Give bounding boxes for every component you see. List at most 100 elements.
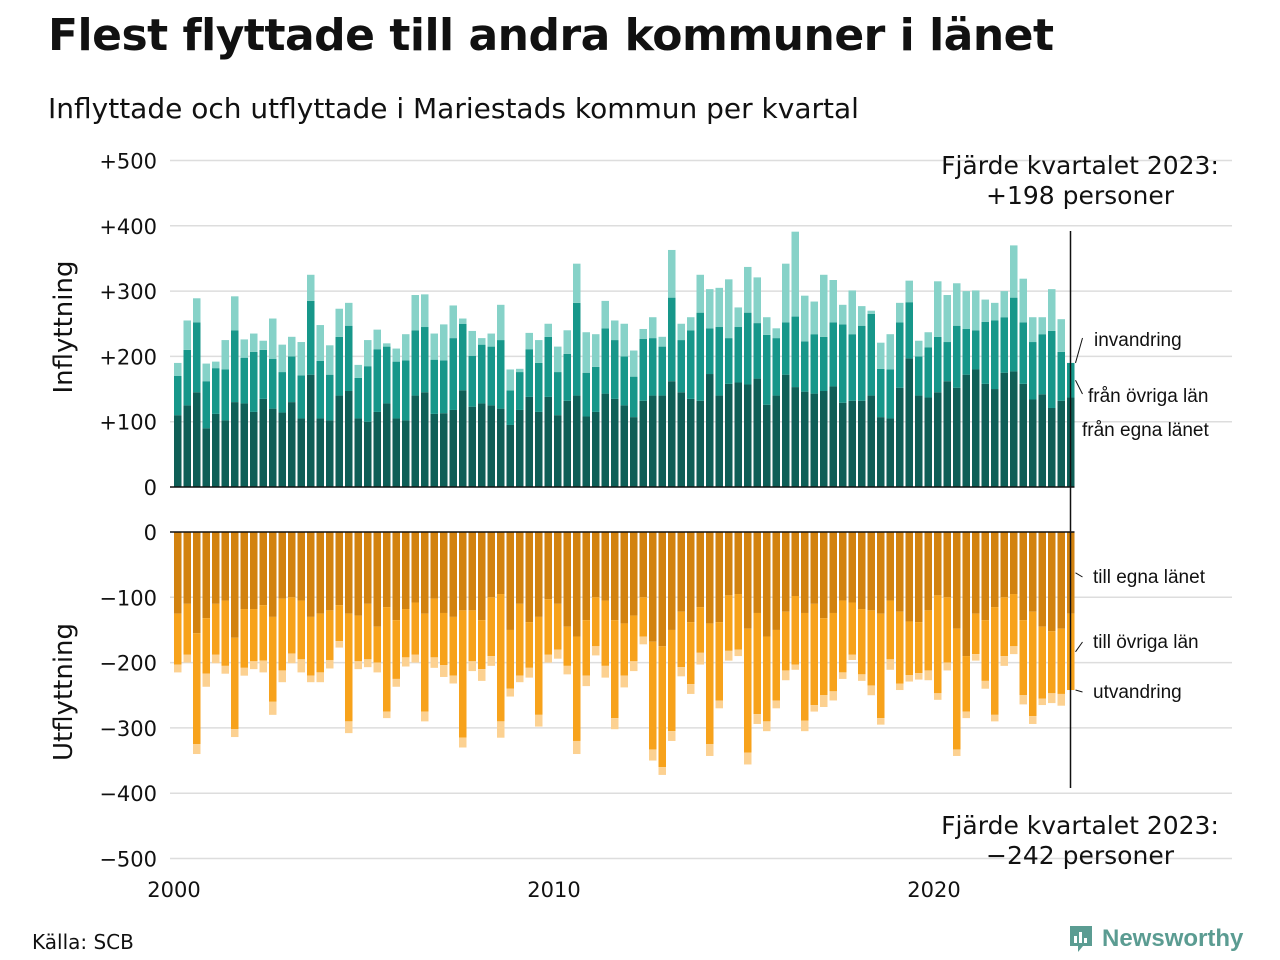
inflow-bar (782, 322, 790, 375)
outflow-bar (1057, 693, 1065, 706)
outflow-bar (791, 664, 799, 670)
inflow-bar (554, 415, 562, 487)
outflow-bar (1000, 532, 1008, 598)
outflow-bar (848, 532, 856, 603)
outflow-bar (430, 657, 438, 668)
inflow-bar (440, 324, 448, 361)
inflow-bar (592, 366, 600, 412)
inflow-bar (345, 391, 353, 487)
outflow-bar (820, 695, 828, 708)
outflow-bar (687, 622, 695, 685)
inflow-bar (1019, 383, 1027, 487)
y-tick-label: +300 (99, 280, 157, 304)
outflow-bar (354, 661, 362, 670)
inflow-bar (639, 338, 647, 401)
y-tick-label: −200 (99, 652, 157, 676)
outflow-bar (554, 603, 562, 650)
outflow-bar (782, 670, 790, 681)
inflow-bar (297, 375, 305, 419)
inflow-bar (791, 231, 799, 317)
inflow-bar (487, 333, 495, 347)
inflow-bar (829, 386, 837, 487)
inflow-bar (896, 322, 904, 388)
brand-name: Newsworthy (1102, 925, 1244, 952)
inflow-bar (563, 330, 571, 354)
inflow-bar (972, 330, 980, 370)
y-tick-label: −100 (99, 586, 157, 610)
outflow-bar (383, 532, 391, 608)
annotations: Fjärde kvartalet 2023:+198 personerFjärd… (941, 151, 1219, 870)
outflow-bar (658, 532, 666, 647)
outflow-bar (934, 693, 942, 700)
inflow-bar (1029, 399, 1037, 487)
inflow-bar (259, 398, 267, 487)
brand-logo[interactable]: Newsworthy (1068, 924, 1243, 954)
inflow-bar (953, 387, 961, 487)
inflow-bar (972, 369, 980, 487)
outflow-bar (905, 532, 913, 622)
outflow-bar (1038, 698, 1046, 706)
inflow-bar (592, 334, 600, 367)
label-leader (1075, 641, 1083, 653)
outflow-bar (744, 752, 752, 765)
outflow-bar (886, 659, 894, 670)
inflow-bar (240, 403, 248, 487)
outflow-bar (582, 532, 590, 621)
outflow-bar (677, 532, 685, 612)
outflow-bar (231, 729, 239, 738)
outflow-bar (896, 683, 904, 691)
outflow-bar (231, 532, 239, 638)
inflow-bar (468, 406, 476, 487)
outflow-bar (364, 532, 372, 604)
outflow-bar (658, 646, 666, 768)
inflow-bar (354, 377, 362, 419)
outflow-bar (269, 532, 277, 617)
inflow-bar (1048, 289, 1056, 331)
outflow-bar (620, 623, 628, 676)
outflow-bar (202, 618, 210, 674)
inflow-bar (1029, 317, 1037, 343)
inflow-bar (449, 338, 457, 410)
y-axis-title-bottom: Utflyttning (49, 623, 79, 761)
inflow-bar (326, 345, 334, 375)
inflow-bar (1000, 372, 1008, 487)
outflow-bar (696, 607, 704, 653)
inflow-bar (620, 323, 628, 357)
inflow-bar (345, 325, 353, 392)
outflow-bar (316, 613, 324, 673)
outflow-bar (744, 628, 752, 753)
inflow-bar (725, 338, 733, 384)
inflow-bar (905, 280, 913, 303)
inflow-bar (459, 318, 467, 324)
outflow-bar (468, 661, 476, 672)
outflow-bar (1019, 620, 1027, 696)
inflow-bar (278, 412, 286, 487)
inflow-bar (1010, 245, 1018, 298)
outflow-bar (867, 532, 875, 611)
outflow-bar (782, 532, 790, 612)
inflow-bar (725, 383, 733, 487)
inflow-bar (440, 360, 448, 414)
outflow-bar (383, 711, 391, 719)
outflow-bar (1029, 611, 1037, 717)
inflow-bar (687, 330, 695, 399)
outflow-bar (193, 633, 201, 745)
outflow-bar (972, 532, 980, 614)
inflow-bar (316, 418, 324, 487)
outflow-bar (335, 532, 343, 606)
inflow-bar (744, 384, 752, 487)
inflow-bar (212, 413, 220, 487)
outflow-bar (478, 532, 486, 621)
outflow-bar (715, 700, 723, 709)
inflow-bar (877, 368, 885, 418)
outflow-bar (326, 610, 334, 660)
outflow-bar (544, 654, 552, 663)
inflow-bar (848, 400, 856, 487)
outflow-bar (582, 620, 590, 676)
inflow-bar (1038, 317, 1046, 335)
outflow-bar (1038, 626, 1046, 699)
inflow-bar (924, 397, 932, 487)
outflow-bar (221, 600, 229, 666)
outflow-bar (810, 532, 818, 604)
outflow-bar (1048, 693, 1056, 704)
